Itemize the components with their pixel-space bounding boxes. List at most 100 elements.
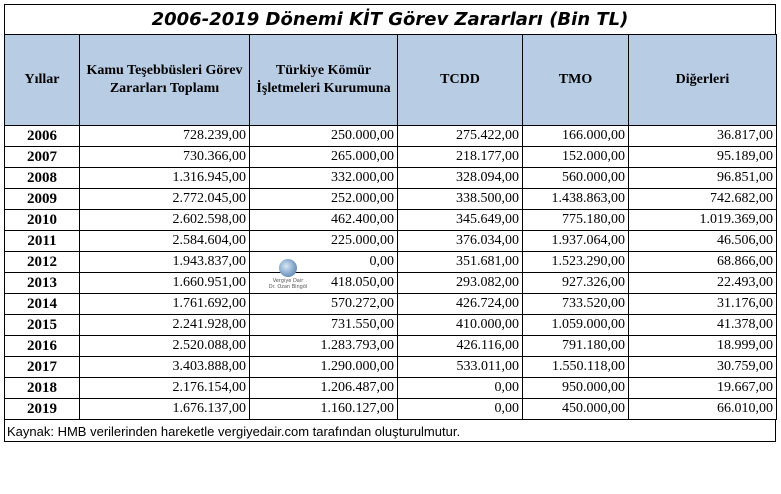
cell-tmo: 1.523.290,00 [522,251,629,273]
header-others: Diğerleri [628,34,777,126]
cell-total: 2.584.604,00 [79,230,250,252]
cell-year: 2012 [4,251,80,273]
cell-total: 2.520.088,00 [79,335,250,357]
cell-tki: 462.400,00 [249,209,398,231]
cell-year: 2014 [4,293,80,315]
cell-others: 31.176,00 [628,293,777,315]
cell-year: 2006 [4,125,80,147]
cell-tcdd: 0,00 [397,398,523,420]
cell-tcdd: 351.681,00 [397,251,523,273]
cell-others: 18.999,00 [628,335,777,357]
cell-tcdd: 338.500,00 [397,188,523,210]
cell-year: 2018 [4,377,80,399]
header-row: Yıllar Kamu Teşebbüsleri Görev Zararları… [4,34,777,126]
cell-tcdd: 426.724,00 [397,293,523,315]
cell-others: 742.682,00 [628,188,777,210]
cell-year: 2008 [4,167,80,189]
cell-tmo: 560.000,00 [522,167,629,189]
cell-tki: 1.206.487,00 [249,377,398,399]
cell-tmo: 950.000,00 [522,377,629,399]
cell-tcdd: 376.034,00 [397,230,523,252]
cell-total: 730.366,00 [79,146,250,168]
cell-total: 2.602.598,00 [79,209,250,231]
table-row: 2016 2.520.088,00 1.283.793,00 426.116,00 79… [4,335,777,357]
cell-tmo: 152.000,00 [522,146,629,168]
cell-total: 3.403.888,00 [79,356,250,378]
cell-tcdd: 328.094,00 [397,167,523,189]
cell-tmo: 1.059.000,00 [522,314,629,336]
cell-total: 2.772.045,00 [79,188,250,210]
cell-others: 1.019.369,00 [628,209,777,231]
cell-tcdd: 218.177,00 [397,146,523,168]
cell-others: 30.759,00 [628,356,777,378]
cell-others: 68.866,00 [628,251,777,273]
header-tmo: TMO [522,34,629,126]
cell-others: 66.010,00 [628,398,777,420]
cell-tmo: 450.000,00 [522,398,629,420]
cell-year: 2016 [4,335,80,357]
cell-tki: 250.000,00 [249,125,398,147]
data-table: Yıllar Kamu Teşebbüsleri Görev Zararları… [4,34,777,420]
table-body: 2006 728.239,00 250.000,00 275.422,00 166.00… [4,125,777,420]
watermark-line1: Vergiye Dair [272,278,304,284]
cell-year: 2010 [4,209,80,231]
cell-total: 1.676.137,00 [79,398,250,420]
cell-tcdd: 410.000,00 [397,314,523,336]
table-sheet: 2006-2019 Dönemi KİT Görev Zararları (Bi… [4,4,777,442]
cell-year: 2009 [4,188,80,210]
cell-tki: 332.000,00 [249,167,398,189]
table-row: 2006 728.239,00 250.000,00 275.422,00 166.00… [4,125,777,147]
cell-total: 728.239,00 [79,125,250,147]
cell-tmo: 1.438.863,00 [522,188,629,210]
cell-others: 41.378,00 [628,314,777,336]
watermark-logo: Vergiye Dair Dr. Ozan Bingöl [268,259,308,290]
table-row: 2019 1.676.137,00 1.160.127,00 0,00 450.000,… [4,398,777,420]
table-title: 2006-2019 Dönemi KİT Görev Zararları (Bi… [4,4,776,34]
table-row: 2011 2.584.604,00 225.000,00 376.034,00 1.93… [4,230,777,252]
cell-tcdd: 533.011,00 [397,356,523,378]
table-row: 2010 2.602.598,00 462.400,00 345.649,00 775.… [4,209,777,231]
cell-tki: 225.000,00 [249,230,398,252]
table-row: 2012 1.943.837,00 0,00 351.681,00 1.523.290,… [4,251,777,273]
header-years: Yıllar [4,34,80,126]
cell-tmo: 927.326,00 [522,272,629,294]
table-row: 2018 2.176.154,00 1.206.487,00 0,00 950.000,… [4,377,777,399]
cell-tmo: 1.550.118,00 [522,356,629,378]
cell-year: 2013 [4,272,80,294]
source-note: Kaynak: HMB verilerinden hareketle vergi… [4,420,776,442]
cell-total: 1.943.837,00 [79,251,250,273]
cell-tcdd: 275.422,00 [397,125,523,147]
cell-tmo: 775.180,00 [522,209,629,231]
cell-others: 19.667,00 [628,377,777,399]
cell-others: 46.506,00 [628,230,777,252]
cell-total: 2.176.154,00 [79,377,250,399]
cell-tki: 252.000,00 [249,188,398,210]
cell-others: 36.817,00 [628,125,777,147]
cell-tki: 570.272,00 [249,293,398,315]
cell-tmo: 166.000,00 [522,125,629,147]
table-row: 2015 2.241.928,00 731.550,00 410.000,00 1.05… [4,314,777,336]
table-row: 2008 1.316.945,00 332.000,00 328.094,00 560.… [4,167,777,189]
header-tcdd: TCDD [397,34,523,126]
cell-tcdd: 293.082,00 [397,272,523,294]
cell-tcdd: 0,00 [397,377,523,399]
cell-tcdd: 426.116,00 [397,335,523,357]
table-row: 2017 3.403.888,00 1.290.000,00 533.011,00 1.… [4,356,777,378]
table-row: 2007 730.366,00 265.000,00 218.177,00 152.00… [4,146,777,168]
header-tki: Türkiye Kömür İşletmeleri Kurumuna [249,34,398,126]
cell-tki: 265.000,00 [249,146,398,168]
cell-tmo: 733.520,00 [522,293,629,315]
watermark-line2: Dr. Ozan Bingöl [268,284,308,290]
cell-tcdd: 345.649,00 [397,209,523,231]
cell-year: 2017 [4,356,80,378]
cell-year: 2011 [4,230,80,252]
cell-total: 1.660.951,00 [79,272,250,294]
header-total: Kamu Teşebbüsleri Görev Zararları Toplam… [79,34,250,126]
cell-total: 2.241.928,00 [79,314,250,336]
cell-total: 1.316.945,00 [79,167,250,189]
cell-tki: 1.160.127,00 [249,398,398,420]
cell-total: 1.761.692,00 [79,293,250,315]
cell-others: 96.851,00 [628,167,777,189]
cell-others: 22.493,00 [628,272,777,294]
cell-tki: 1.283.793,00 [249,335,398,357]
